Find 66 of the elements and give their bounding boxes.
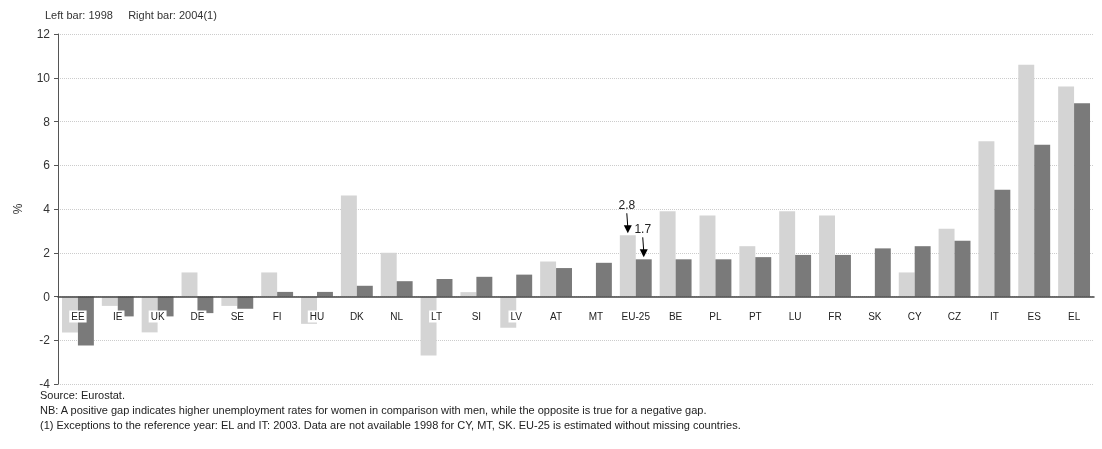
x-tick-label: AT	[550, 311, 563, 322]
x-tick-label: PT	[748, 311, 762, 322]
x-tick-label: DE	[190, 311, 205, 322]
bar	[914, 246, 931, 297]
bar	[1074, 103, 1091, 297]
bar	[436, 279, 453, 297]
bar	[476, 276, 493, 297]
x-tick-label: SK	[868, 311, 882, 322]
bar	[874, 248, 891, 297]
y-tick-label: 10	[36, 70, 51, 85]
bar	[835, 254, 851, 297]
x-tick-label: PL	[709, 311, 723, 322]
x-tick-label: LV	[510, 311, 523, 322]
bar	[540, 261, 557, 297]
x-tick-label: SE	[230, 311, 245, 322]
x-tick-label: CZ	[947, 311, 962, 322]
x-tick-label: EU-25	[621, 311, 651, 322]
y-tick-label: 4	[43, 202, 51, 216]
x-tick-label: MT	[588, 311, 604, 322]
x-tick-label: NL	[390, 311, 404, 322]
x-tick-label: EL	[1067, 311, 1081, 322]
bar	[261, 272, 278, 297]
x-tick-label: LU	[788, 311, 802, 322]
bar	[755, 257, 772, 297]
x-tick-label: CY	[907, 311, 922, 322]
bar	[356, 285, 373, 297]
x-tick-label: FI	[272, 311, 282, 322]
x-tick-label: IE	[113, 311, 123, 322]
x-tick-label: HU	[309, 311, 325, 322]
x-tick-label: FR	[828, 311, 842, 322]
bar	[516, 274, 533, 297]
bar	[795, 254, 812, 297]
x-tick-label: IT	[989, 311, 999, 322]
y-tick-label: 2	[43, 245, 51, 260]
y-tick-label: 6	[43, 158, 51, 173]
text: NB: A positive gap indicates higher unemployment rates for women in comparison with men, while the opposite is true for a negative gap.	[40, 403, 707, 416]
x-tick-label: LT	[431, 311, 443, 322]
y-tick-label: 8	[43, 114, 51, 129]
chart-title: Left bar: 1998 Right bar: 2004(1)	[45, 8, 217, 21]
bar	[954, 240, 971, 297]
y-tick-label: -4	[39, 377, 51, 391]
bar	[396, 281, 413, 297]
bar	[1034, 144, 1051, 297]
bar	[237, 296, 254, 309]
y-tick-label: 12	[36, 27, 51, 41]
bar	[898, 272, 915, 297]
bar	[181, 272, 198, 297]
text: (1) Exceptions to the reference year: EL and IT: 2003. Data are not available 1998 for CY, MT, SK. EU-25 is estimated without missing countries.	[40, 418, 741, 431]
y-axis-title: %	[11, 203, 25, 215]
bar	[994, 189, 1011, 297]
bar	[675, 259, 692, 297]
x-tick-label: SI	[471, 311, 482, 322]
source-note: Source: Eurostat.	[40, 388, 125, 401]
x-tick-label: UK	[150, 311, 165, 322]
y-tick-label: 0	[43, 289, 51, 304]
bar	[556, 268, 573, 297]
annotation: 1.7	[634, 222, 652, 237]
x-tick-label: EE	[71, 311, 85, 322]
x-tick-label: BE	[668, 311, 683, 322]
x-tick-label: DK	[349, 311, 365, 322]
bar	[595, 262, 612, 297]
y-tick-label: -2	[39, 333, 51, 348]
bar	[715, 259, 732, 297]
annotation: 2.8	[618, 198, 636, 213]
x-tick-label: ES	[1027, 311, 1042, 322]
bar	[460, 292, 477, 297]
